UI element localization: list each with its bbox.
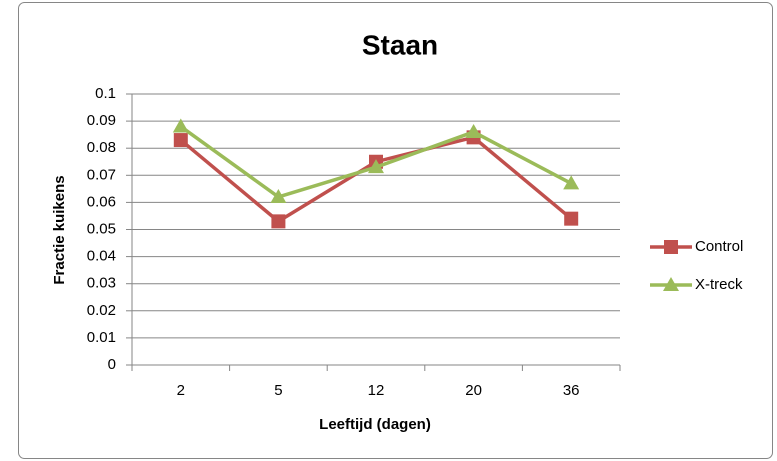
data-point — [564, 211, 579, 226]
y-tick-label: 0.01 — [87, 329, 116, 346]
y-tick-label: 0.02 — [87, 302, 116, 319]
legend-marker — [664, 240, 678, 254]
y-tick-label: 0.04 — [87, 248, 116, 265]
chart-border — [18, 2, 773, 459]
x-axis-label: Leeftijd (dagen) — [319, 416, 431, 433]
chart-title: Staan — [362, 29, 438, 60]
y-axis-label: Fractie kuikens — [51, 175, 68, 284]
data-point — [270, 188, 287, 203]
data-point — [172, 118, 189, 133]
data-point — [173, 133, 188, 148]
y-tick-label: 0.08 — [87, 139, 116, 156]
y-tick-label: 0.03 — [87, 275, 116, 292]
legend-marker — [663, 277, 679, 291]
y-tick-label: 0.05 — [87, 220, 116, 237]
y-tick-label: 0.06 — [87, 193, 116, 210]
data-point — [271, 214, 286, 229]
data-point — [563, 175, 580, 190]
data-point — [465, 123, 482, 138]
x-tick-label: 12 — [368, 382, 385, 399]
x-tick-label: 2 — [177, 382, 185, 399]
y-tick-label: 0.1 — [95, 85, 116, 102]
x-tick-label: 36 — [563, 382, 580, 399]
y-tick-label: 0.09 — [87, 112, 116, 129]
x-tick-label: 20 — [465, 382, 482, 399]
legend-label: Control — [695, 238, 743, 255]
y-tick-label: 0 — [108, 356, 116, 373]
data-point — [368, 159, 384, 174]
y-tick-label: 0.07 — [87, 166, 116, 183]
legend-label: X-treck — [695, 276, 743, 293]
x-tick-label: 5 — [274, 382, 282, 399]
